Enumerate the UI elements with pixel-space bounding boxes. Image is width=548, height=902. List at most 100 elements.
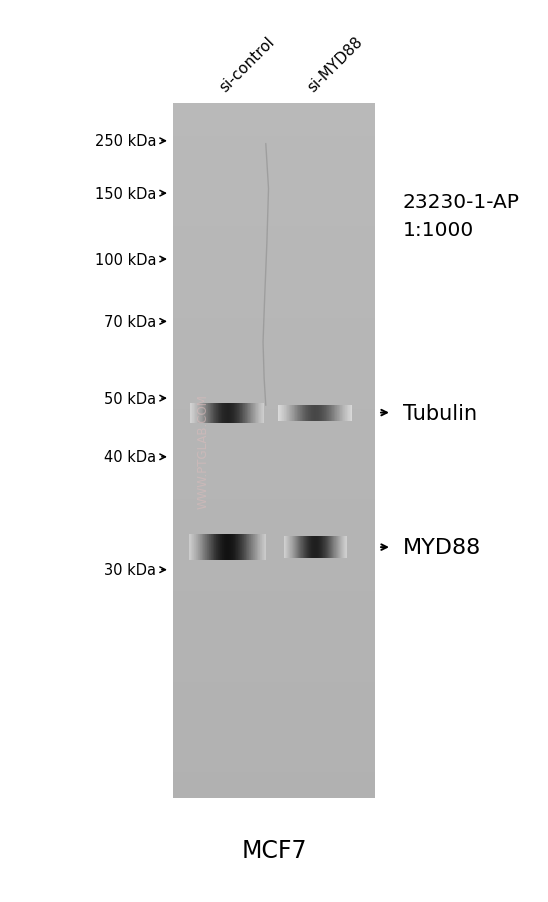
Bar xyxy=(173,475,375,477)
Bar xyxy=(173,121,375,123)
Bar xyxy=(173,612,375,614)
Bar xyxy=(173,336,375,338)
Bar xyxy=(173,621,375,623)
Bar xyxy=(173,687,375,689)
Bar xyxy=(173,658,375,659)
Bar xyxy=(173,763,375,765)
Bar xyxy=(173,142,375,143)
Bar xyxy=(173,123,375,124)
Bar xyxy=(173,301,375,303)
Bar xyxy=(173,770,375,772)
Bar xyxy=(173,649,375,650)
Bar xyxy=(173,312,375,314)
Bar xyxy=(173,712,375,713)
Bar xyxy=(173,126,375,128)
Bar xyxy=(173,545,375,547)
Bar xyxy=(173,227,375,229)
Bar xyxy=(173,400,375,402)
Text: MCF7: MCF7 xyxy=(241,838,307,861)
Bar xyxy=(173,119,375,121)
Bar xyxy=(173,160,375,161)
Bar xyxy=(173,671,375,673)
Bar xyxy=(173,678,375,680)
Bar xyxy=(173,789,375,791)
Bar xyxy=(173,164,375,166)
Bar xyxy=(173,640,375,642)
Bar xyxy=(173,511,375,513)
Bar xyxy=(173,295,375,297)
Bar xyxy=(173,778,375,779)
Bar xyxy=(173,436,375,437)
Bar xyxy=(173,391,375,392)
Bar xyxy=(173,731,375,732)
Bar xyxy=(173,147,375,149)
Bar xyxy=(173,558,375,560)
Bar xyxy=(173,590,375,592)
Bar xyxy=(173,710,375,712)
Bar xyxy=(173,419,375,421)
Bar xyxy=(173,307,375,308)
Bar xyxy=(173,661,375,663)
Bar xyxy=(173,472,375,474)
Bar xyxy=(173,348,375,350)
Bar xyxy=(173,718,375,720)
Bar xyxy=(173,510,375,511)
Bar xyxy=(173,185,375,187)
Bar xyxy=(173,560,375,562)
Bar xyxy=(173,327,375,329)
Bar xyxy=(173,333,375,335)
Bar xyxy=(173,408,375,410)
Bar xyxy=(173,592,375,594)
Bar xyxy=(173,250,375,252)
Bar xyxy=(173,272,375,274)
Bar xyxy=(173,154,375,156)
Bar xyxy=(173,190,375,192)
Bar xyxy=(173,239,375,241)
Bar xyxy=(173,624,375,626)
Bar xyxy=(173,449,375,451)
Bar xyxy=(173,750,375,751)
Bar xyxy=(173,536,375,538)
Bar xyxy=(173,254,375,256)
Bar xyxy=(173,203,375,205)
Bar xyxy=(173,111,375,113)
Bar xyxy=(173,427,375,428)
Bar xyxy=(173,550,375,552)
Bar xyxy=(173,746,375,748)
Bar xyxy=(173,196,375,198)
Bar xyxy=(173,626,375,628)
Bar xyxy=(173,781,375,783)
Bar xyxy=(173,524,375,526)
Bar xyxy=(173,628,375,630)
Bar xyxy=(173,468,375,470)
Bar xyxy=(173,741,375,742)
Bar xyxy=(173,673,375,675)
Bar xyxy=(173,374,375,376)
Bar xyxy=(173,430,375,432)
Bar xyxy=(173,531,375,532)
Bar xyxy=(173,729,375,731)
Bar xyxy=(173,575,375,576)
Bar xyxy=(173,774,375,776)
Bar xyxy=(173,216,375,218)
Bar xyxy=(173,152,375,154)
Bar xyxy=(173,355,375,357)
Bar xyxy=(173,505,375,507)
Bar xyxy=(173,691,375,693)
Bar xyxy=(173,594,375,595)
Bar xyxy=(173,235,375,237)
Bar xyxy=(173,284,375,286)
Bar xyxy=(173,350,375,352)
Bar xyxy=(173,104,375,106)
Bar xyxy=(173,256,375,258)
Bar xyxy=(173,637,375,639)
Bar xyxy=(173,415,375,416)
Bar xyxy=(173,581,375,583)
Bar xyxy=(173,281,375,282)
Bar xyxy=(173,566,375,567)
Bar xyxy=(173,665,375,667)
Bar xyxy=(173,772,375,774)
Bar xyxy=(173,290,375,291)
Bar xyxy=(173,305,375,307)
Bar xyxy=(173,331,375,333)
